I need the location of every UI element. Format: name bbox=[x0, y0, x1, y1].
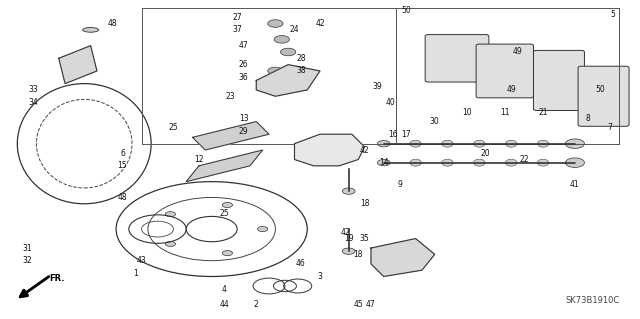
Text: 8: 8 bbox=[585, 114, 590, 123]
Polygon shape bbox=[59, 46, 97, 84]
Text: 25: 25 bbox=[168, 123, 179, 132]
Text: 10: 10 bbox=[461, 108, 472, 116]
Text: 36: 36 bbox=[239, 73, 248, 82]
Text: 47: 47 bbox=[366, 300, 376, 309]
Text: 3: 3 bbox=[317, 272, 323, 281]
Text: 4: 4 bbox=[222, 285, 227, 294]
Text: 25: 25 bbox=[220, 209, 229, 218]
Circle shape bbox=[268, 20, 283, 27]
Ellipse shape bbox=[410, 140, 421, 147]
Text: 50: 50 bbox=[595, 85, 605, 94]
Circle shape bbox=[342, 248, 355, 254]
Circle shape bbox=[257, 226, 268, 232]
Circle shape bbox=[274, 80, 289, 87]
Text: 42: 42 bbox=[340, 228, 350, 237]
FancyBboxPatch shape bbox=[534, 50, 584, 110]
Ellipse shape bbox=[83, 27, 99, 32]
Text: 49: 49 bbox=[506, 85, 516, 94]
Text: 34: 34 bbox=[28, 98, 38, 107]
Circle shape bbox=[342, 188, 355, 194]
Text: 48: 48 bbox=[108, 19, 118, 28]
Text: 50: 50 bbox=[401, 6, 411, 15]
Ellipse shape bbox=[506, 159, 517, 166]
Text: 30: 30 bbox=[430, 117, 440, 126]
Text: 20: 20 bbox=[481, 149, 490, 158]
Text: 9: 9 bbox=[397, 180, 402, 189]
Text: 24: 24 bbox=[290, 25, 300, 34]
Circle shape bbox=[307, 141, 339, 156]
Text: 23: 23 bbox=[226, 92, 236, 101]
Ellipse shape bbox=[410, 159, 421, 166]
Ellipse shape bbox=[442, 159, 453, 166]
FancyBboxPatch shape bbox=[578, 66, 629, 126]
Ellipse shape bbox=[538, 140, 548, 147]
Text: 17: 17 bbox=[401, 130, 411, 139]
Text: 33: 33 bbox=[28, 85, 38, 94]
Ellipse shape bbox=[474, 159, 485, 166]
Circle shape bbox=[378, 141, 390, 147]
Circle shape bbox=[165, 212, 175, 217]
Text: 19: 19 bbox=[344, 234, 353, 243]
Text: 46: 46 bbox=[296, 259, 306, 268]
Text: SK73B1910C: SK73B1910C bbox=[565, 296, 620, 305]
Text: 41: 41 bbox=[570, 180, 580, 189]
Text: 6: 6 bbox=[120, 149, 125, 158]
Polygon shape bbox=[193, 122, 269, 150]
Text: 16: 16 bbox=[388, 130, 398, 139]
Circle shape bbox=[274, 35, 289, 43]
Text: 42: 42 bbox=[315, 19, 325, 28]
Circle shape bbox=[222, 251, 232, 256]
Polygon shape bbox=[186, 150, 262, 182]
Text: 35: 35 bbox=[360, 234, 369, 243]
Text: 18: 18 bbox=[360, 199, 369, 208]
Text: 47: 47 bbox=[239, 41, 248, 50]
Text: 45: 45 bbox=[353, 300, 363, 309]
Polygon shape bbox=[294, 134, 365, 166]
Ellipse shape bbox=[474, 140, 485, 147]
Text: 43: 43 bbox=[137, 256, 147, 265]
Text: 44: 44 bbox=[220, 300, 229, 309]
Polygon shape bbox=[371, 239, 435, 277]
Text: 31: 31 bbox=[22, 243, 32, 253]
Text: 48: 48 bbox=[118, 193, 127, 202]
Text: 29: 29 bbox=[239, 127, 248, 136]
Text: 21: 21 bbox=[538, 108, 548, 116]
Circle shape bbox=[565, 158, 584, 167]
Text: 12: 12 bbox=[194, 155, 204, 164]
Circle shape bbox=[280, 48, 296, 56]
Text: 18: 18 bbox=[353, 250, 363, 259]
Ellipse shape bbox=[506, 140, 517, 147]
Text: 27: 27 bbox=[232, 13, 242, 22]
Circle shape bbox=[165, 241, 175, 247]
Text: 2: 2 bbox=[254, 300, 259, 309]
Text: 37: 37 bbox=[232, 25, 242, 34]
Text: 5: 5 bbox=[611, 10, 616, 19]
Text: 39: 39 bbox=[372, 82, 382, 91]
Circle shape bbox=[309, 151, 337, 165]
Text: 38: 38 bbox=[296, 66, 306, 76]
FancyBboxPatch shape bbox=[476, 44, 534, 98]
Circle shape bbox=[565, 139, 584, 148]
Text: 40: 40 bbox=[385, 98, 395, 107]
Text: 13: 13 bbox=[239, 114, 248, 123]
Text: 11: 11 bbox=[500, 108, 509, 116]
Text: 15: 15 bbox=[118, 161, 127, 170]
Ellipse shape bbox=[442, 140, 453, 147]
Ellipse shape bbox=[538, 159, 548, 166]
Text: 28: 28 bbox=[296, 54, 306, 63]
Text: 32: 32 bbox=[22, 256, 32, 265]
Text: 1: 1 bbox=[133, 269, 138, 278]
Text: 22: 22 bbox=[519, 155, 529, 164]
Text: FR.: FR. bbox=[49, 274, 65, 283]
Text: 42: 42 bbox=[360, 145, 369, 154]
Polygon shape bbox=[256, 65, 320, 96]
FancyBboxPatch shape bbox=[425, 34, 489, 82]
Circle shape bbox=[378, 160, 390, 166]
Text: 7: 7 bbox=[607, 123, 612, 132]
Text: 14: 14 bbox=[379, 158, 388, 167]
Circle shape bbox=[222, 203, 232, 208]
Text: 49: 49 bbox=[513, 48, 522, 56]
Circle shape bbox=[268, 67, 283, 75]
Text: 26: 26 bbox=[239, 60, 248, 69]
